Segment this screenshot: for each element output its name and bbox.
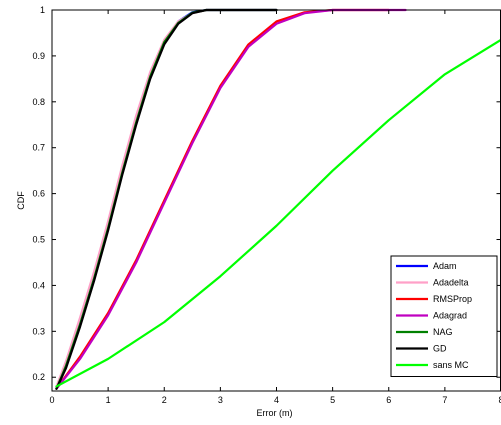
- legend-label: sans MC: [433, 360, 469, 370]
- y-tick-label: 0.5: [32, 235, 45, 245]
- y-tick-label: 1: [40, 5, 45, 15]
- y-tick-label: 0.6: [32, 189, 45, 199]
- x-tick-label: 1: [106, 395, 111, 405]
- legend-label: Adam: [433, 261, 457, 271]
- x-tick-label: 5: [330, 395, 335, 405]
- legend-label: NAG: [433, 327, 453, 337]
- x-tick-label: 2: [162, 395, 167, 405]
- x-tick-label: 7: [442, 395, 447, 405]
- x-tick-label: 3: [218, 395, 223, 405]
- y-tick-label: 0.4: [32, 280, 45, 290]
- y-tick-label: 0.9: [32, 51, 45, 61]
- x-tick-label: 4: [274, 395, 279, 405]
- legend-label: GD: [433, 344, 447, 354]
- y-tick-label: 0.8: [32, 97, 45, 107]
- legend-label: Adadelta: [433, 278, 469, 288]
- legend: Adam Adadelta RMSProp Adagrad NAG GD sans MC: [390, 255, 498, 377]
- y-tick-label: 0.7: [32, 143, 45, 153]
- y-tick-label: 0.2: [32, 372, 45, 382]
- y-axis-title: CDF: [16, 191, 26, 210]
- x-axis-title: Error (m): [257, 408, 293, 418]
- series-line-sans-mc: [55, 38, 501, 388]
- legend-label: Adagrad: [433, 311, 467, 321]
- y-tick-label: 0.3: [32, 326, 45, 336]
- axis-ticks: [51, 9, 501, 391]
- x-tick-label: 8: [498, 395, 501, 405]
- x-tick-label: 0: [49, 395, 54, 405]
- plot-lines: [55, 8, 501, 390]
- legend-label: RMSProp: [433, 294, 472, 304]
- tick-labels: 0 1 2 3 4 5 6 7 8 0.2 0.3 0.4 0.5 0.6 0.7 0.8 0.9 1: [32, 5, 501, 405]
- x-tick-label: 6: [386, 395, 391, 405]
